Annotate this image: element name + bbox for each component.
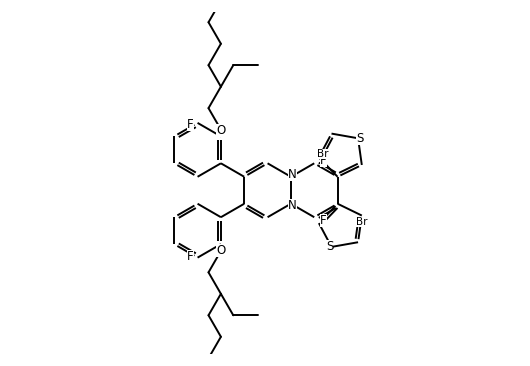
Text: S: S: [357, 132, 364, 145]
Text: F: F: [320, 214, 327, 227]
Text: Br: Br: [317, 149, 329, 159]
Text: O: O: [216, 244, 226, 257]
Text: Br: Br: [356, 217, 368, 227]
Text: F: F: [187, 118, 193, 131]
Text: F: F: [187, 250, 193, 262]
Text: N: N: [288, 199, 297, 212]
Text: O: O: [216, 124, 226, 137]
Text: S: S: [326, 240, 333, 253]
Text: N: N: [288, 168, 297, 181]
Text: F: F: [320, 154, 327, 167]
